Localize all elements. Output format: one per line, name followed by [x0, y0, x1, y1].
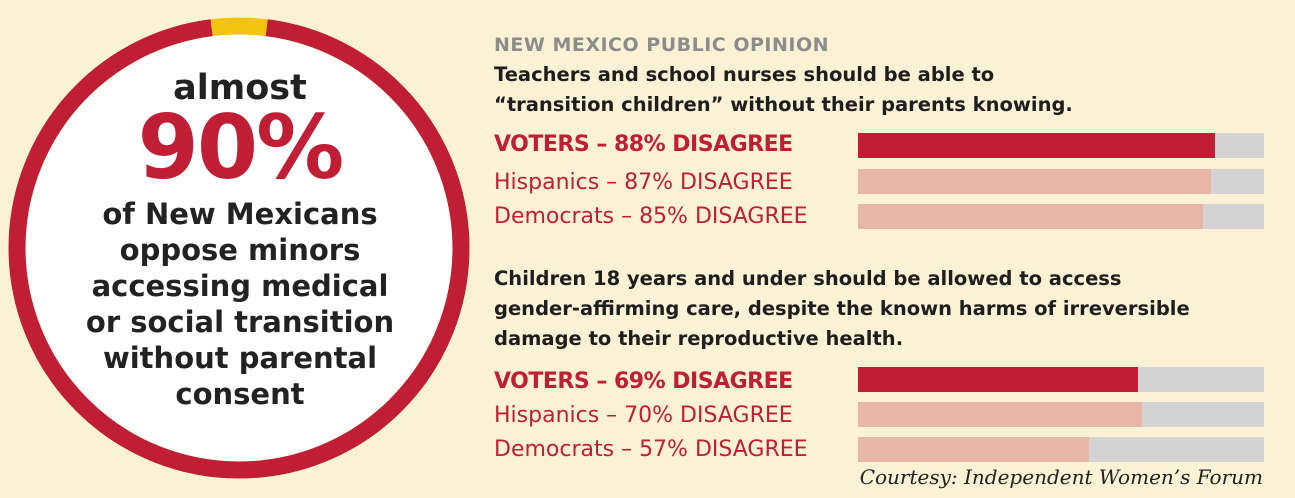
bar-fill [858, 133, 1216, 158]
bar-track [858, 204, 1264, 229]
bar-label: Democrats – 57% DISAGREE [494, 437, 808, 462]
courtesy-credit: Courtesy: Independent Women’s Forum [859, 465, 1263, 489]
question-1-line: “transition children” without their pare… [494, 93, 1073, 116]
bar-track [858, 402, 1264, 427]
ring-graphic [8, 17, 470, 479]
bar-fill [858, 402, 1143, 427]
ring-percent-arc [8, 17, 470, 479]
question-2-line: damage to their reproductive health. [494, 327, 904, 350]
ring-body-text: of New Mexicans oppose minors accessing … [60, 196, 420, 412]
question-2-title: Children 18 years and under should be al… [494, 264, 1274, 354]
ring-body-line: or social transition [85, 305, 395, 339]
bar-label: Democrats – 85% DISAGREE [494, 204, 808, 229]
bar-track [858, 437, 1264, 462]
bar-track [858, 367, 1264, 392]
section-eyebrow: NEW MEXICO PUBLIC OPINION [494, 34, 830, 56]
ring-body-line: accessing medical [91, 269, 389, 303]
bar-fill [858, 204, 1204, 229]
bar-track [858, 169, 1264, 194]
ring-body-line: oppose minors [119, 233, 361, 267]
ring-percent-text: 90% [137, 96, 345, 199]
bar-label: Hispanics – 87% DISAGREE [494, 170, 793, 195]
question-2-line: Children 18 years and under should be al… [494, 267, 1122, 290]
bar-fill [858, 437, 1090, 462]
summary-ring: almost 90% of New Mexicans oppose minors… [0, 0, 480, 498]
ring-almost-text: almost [173, 68, 307, 108]
ring-body-line: of New Mexicans [102, 197, 378, 231]
ring-body-line: consent [175, 377, 305, 411]
ring-face [8, 17, 470, 479]
question-1-line: Teachers and school nurses should be abl… [494, 63, 995, 86]
bar-fill [858, 367, 1139, 392]
ring-body-line: without parental [102, 341, 378, 375]
bar-label: Hispanics – 70% DISAGREE [494, 403, 793, 428]
question-2-line: gender-affirming care, despite the known… [494, 297, 1190, 320]
bar-label: VOTERS – 69% DISAGREE [494, 369, 793, 394]
bar-track [858, 133, 1264, 158]
bar-label: VOTERS – 88% DISAGREE [494, 132, 793, 157]
bar-fill [858, 169, 1212, 194]
question-1-title: Teachers and school nurses should be abl… [494, 60, 1274, 120]
